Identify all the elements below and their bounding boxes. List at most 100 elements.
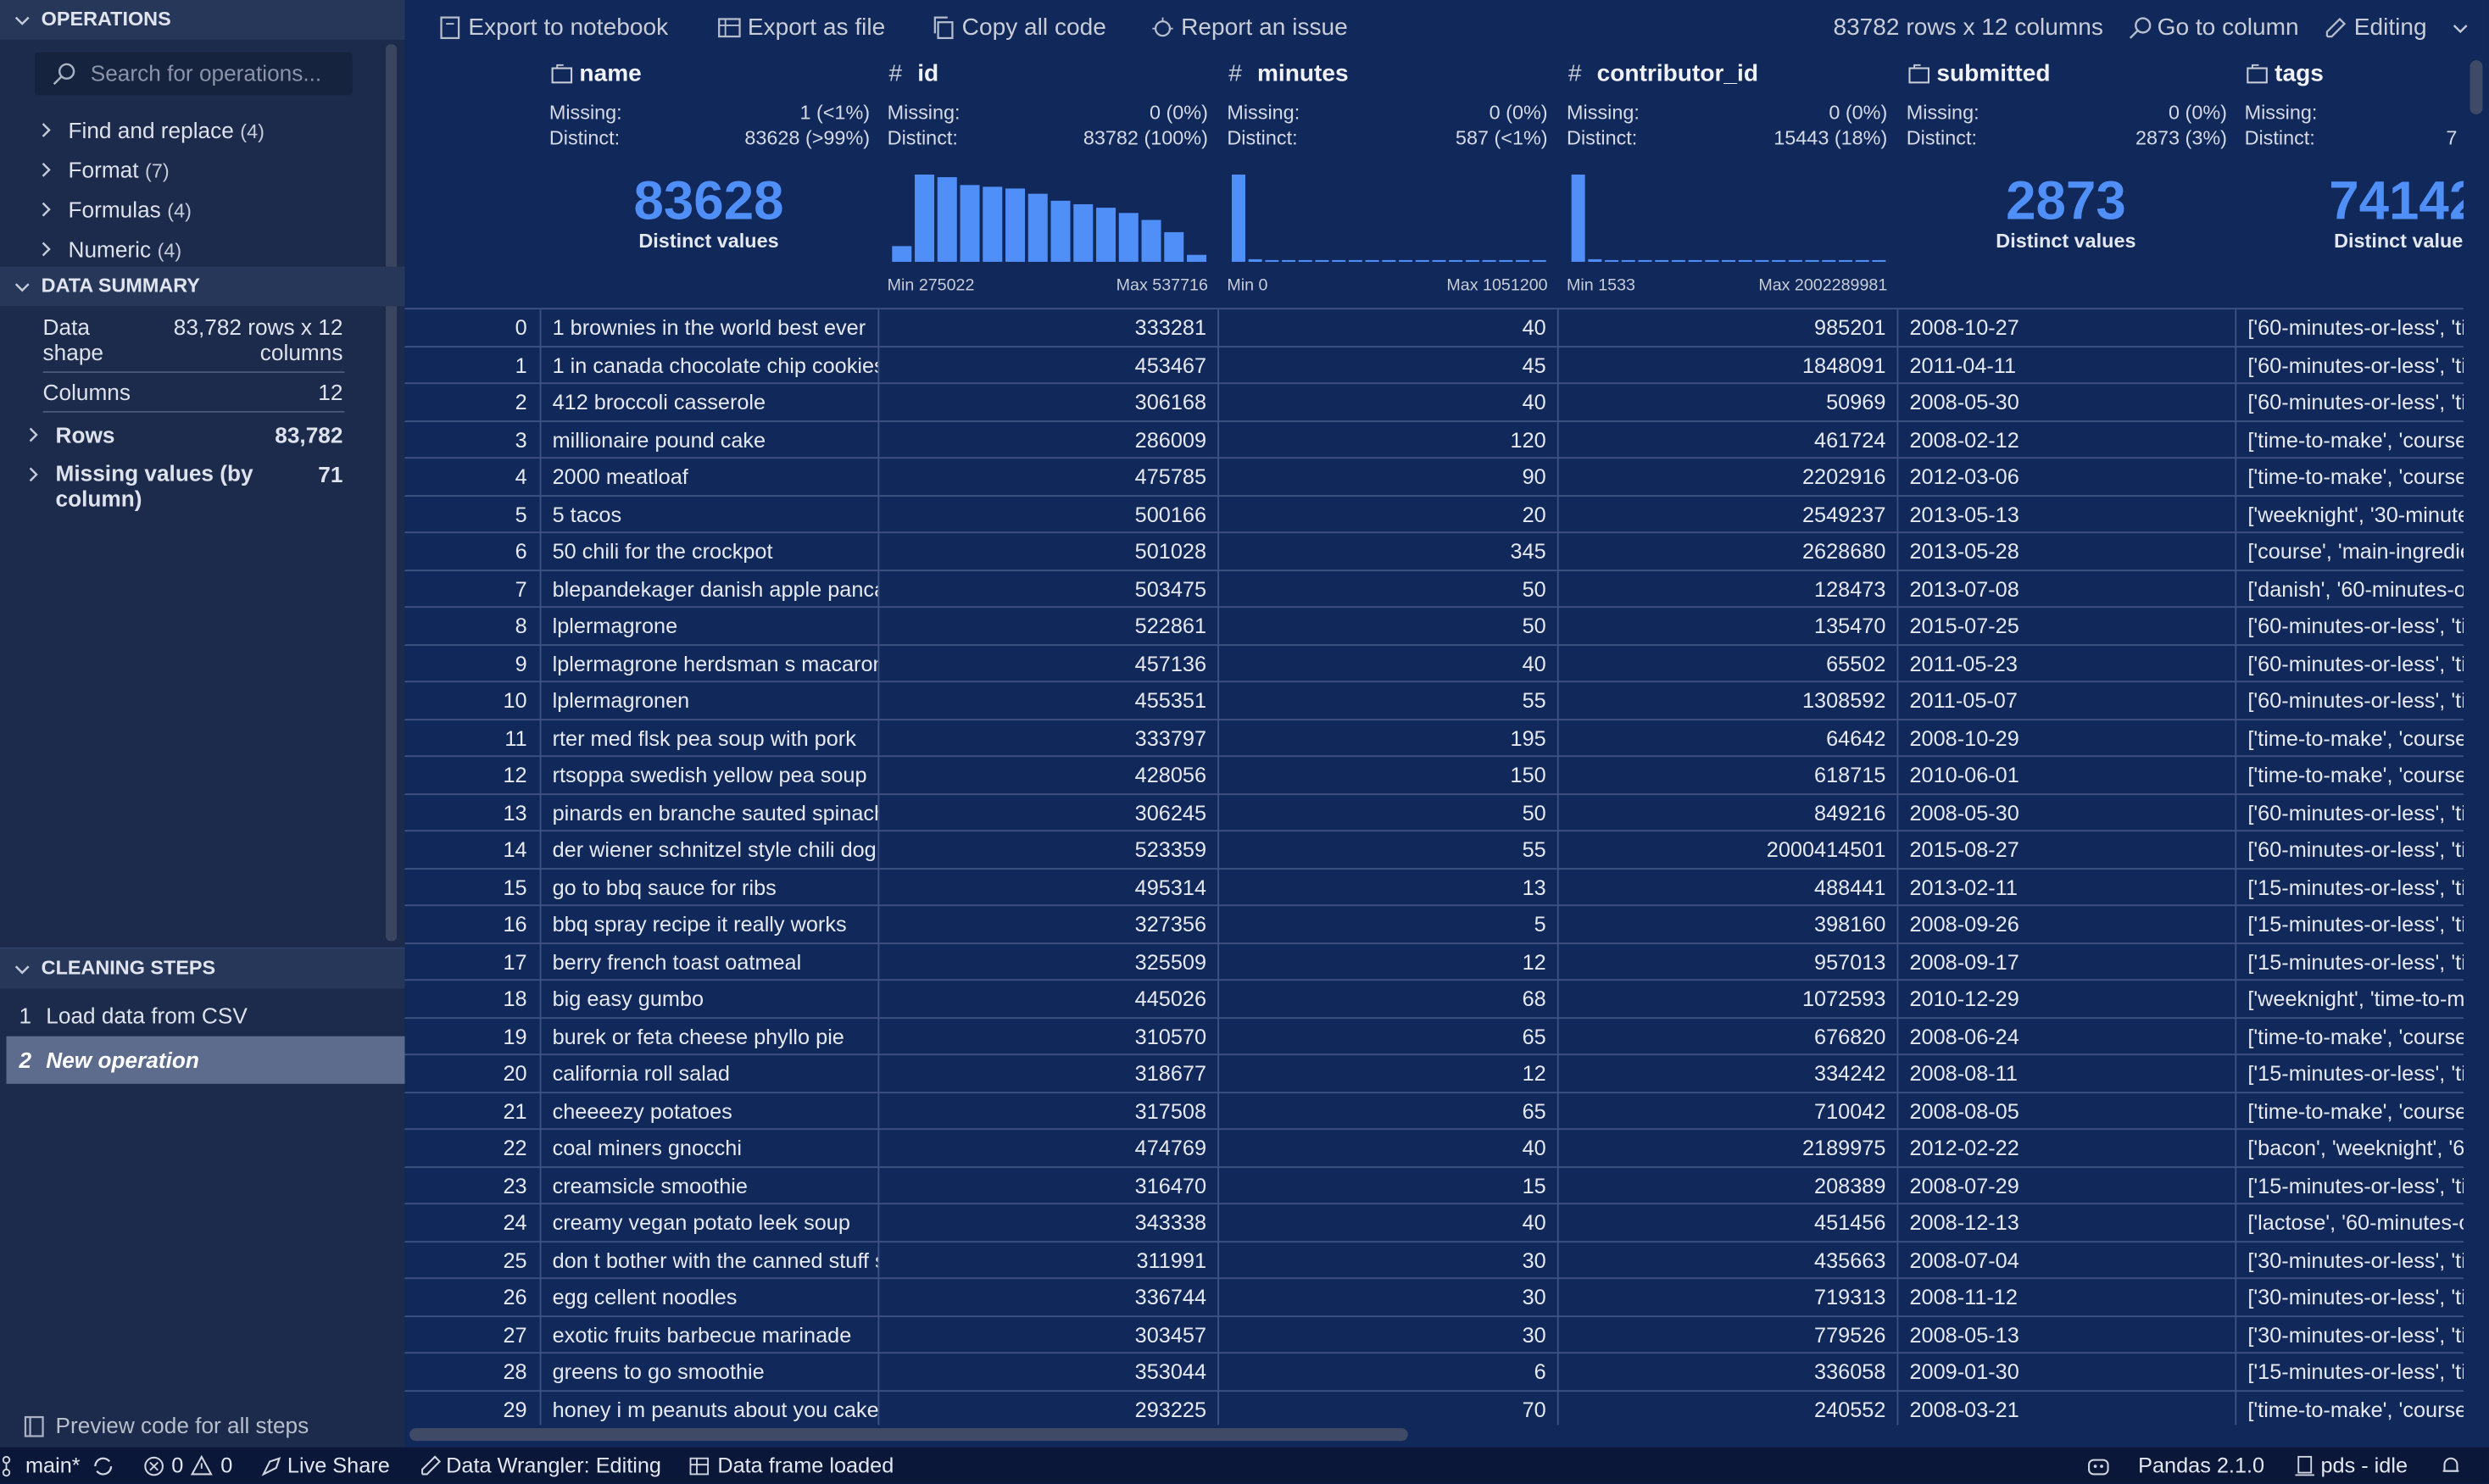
table-row[interactable]: 3 millionaire pound cake 286009 120 461724 20…	[404, 421, 2464, 459]
live-share-item[interactable]: Live Share	[257, 1448, 400, 1484]
table-row[interactable]: 7 blepandekager danish apple pancake 50347…	[404, 570, 2464, 609]
column-header[interactable]: # id Missing: 0 (0%) Distinct: 83782 (100%) Mi…	[877, 56, 1216, 310]
table-row[interactable]: 10 lplermagronen 455351 55 1308592 2011-05-07…	[404, 682, 2464, 720]
table-row[interactable]: 6 50 chili for the crockpot 501028 345 26286…	[404, 533, 2464, 571]
histogram-bar[interactable]	[1118, 213, 1139, 262]
table-row[interactable]: 12 rtsoppa swedish yellow pea soup 428056 1…	[404, 757, 2464, 795]
table-row[interactable]: 14 der wiener schnitzel style chili dog s…	[404, 831, 2464, 870]
table-row[interactable]: 22 coal miners gnocchi 474769 40 2189975 2012…	[404, 1130, 2464, 1168]
histogram-bar[interactable]	[1605, 259, 1619, 262]
histogram-bar[interactable]	[1027, 193, 1048, 262]
operation-item[interactable]: Find and replace (4)	[0, 111, 381, 151]
histogram-bar[interactable]	[1231, 174, 1245, 262]
table-row[interactable]: 28 greens to go smoothie 353044 6 336058 2009…	[404, 1353, 2464, 1392]
histogram-bar[interactable]	[1465, 259, 1479, 262]
table-row[interactable]: 19 burek or feta cheese phyllo pie 310570 6…	[404, 1018, 2464, 1056]
histogram-bar[interactable]	[1482, 259, 1496, 262]
histogram-bar[interactable]	[1187, 254, 1207, 262]
wrangler-item[interactable]: Data Wrangler: Editing	[416, 1448, 671, 1484]
toolbar-action[interactable]: Report an issue	[1150, 9, 1373, 47]
histogram-bar[interactable]	[892, 246, 912, 262]
histogram-bar[interactable]	[1532, 259, 1546, 262]
vertical-scrollbar[interactable]	[2470, 60, 2483, 114]
histogram-bar[interactable]	[915, 174, 935, 262]
histogram-bar[interactable]	[1516, 259, 1530, 262]
table-row[interactable]: 26 egg cellent noodles 336744 30 719313 2008-…	[404, 1279, 2464, 1317]
histogram-bar[interactable]	[1722, 259, 1736, 262]
table-row[interactable]: 4 2000 meatloaf 475785 90 2202916 2012-03-06 […	[404, 459, 2464, 497]
table-row[interactable]: 15 go to bbq sauce for ribs 495314 13 488441…	[404, 869, 2464, 907]
histogram-bar[interactable]	[1399, 259, 1413, 262]
table-row[interactable]: 20 california roll salad 318677 12 334242 200…	[404, 1055, 2464, 1093]
histogram-bar[interactable]	[1298, 259, 1312, 262]
histogram-bar[interactable]	[1588, 258, 1602, 262]
operation-item[interactable]: Format (7)	[0, 151, 381, 191]
cleaning-step[interactable]: 2 New operation	[6, 1036, 405, 1084]
histogram-bar[interactable]	[1415, 259, 1429, 262]
histogram-bar[interactable]	[983, 186, 1003, 262]
histogram-bar[interactable]	[1772, 259, 1786, 262]
table-row[interactable]: 11 rter med flsk pea soup with pork 333797…	[404, 720, 2464, 758]
table-row[interactable]: 0 1 brownies in the world best ever 333281…	[404, 309, 2464, 347]
section-header[interactable]: DATA SUMMARY	[0, 266, 405, 307]
histogram-bar[interactable]	[1332, 259, 1346, 262]
histogram-bar[interactable]	[1822, 259, 1836, 262]
histogram-bar[interactable]	[1449, 259, 1463, 262]
histogram-bar[interactable]	[1248, 258, 1262, 262]
table-row[interactable]: 1 1 in canada chocolate chip cookies 45346…	[404, 347, 2464, 385]
table-row[interactable]: 27 exotic fruits barbecue marinade 303457 3…	[404, 1316, 2464, 1354]
histogram-bar[interactable]	[1499, 259, 1513, 262]
table-row[interactable]: 2 412 broccoli casserole 306168 40 50969 2008…	[404, 384, 2464, 422]
toolbar-action[interactable]: Copy all code	[932, 9, 1138, 47]
histogram-bar[interactable]	[1655, 259, 1669, 262]
section-header[interactable]: CLEANING STEPS	[0, 948, 405, 989]
table-row[interactable]: 23 creamsicle smoothie 316470 15 208389 2008-…	[404, 1167, 2464, 1205]
histogram-bar[interactable]	[1073, 203, 1094, 262]
search-box[interactable]: Search for operations...	[35, 52, 353, 96]
table-row[interactable]: 8 lplermagrone 522861 50 135470 2015-07-25 ['6…	[404, 608, 2464, 646]
table-row[interactable]: 5 5 tacos 500166 20 2549237 2013-05-13 ['weekn…	[404, 496, 2464, 534]
histogram-bar[interactable]	[1788, 259, 1802, 262]
table-row[interactable]: 29 honey i m peanuts about you cake 293225…	[404, 1391, 2463, 1425]
column-header[interactable]: # contributor_id Missing: 0 (0%) Distinct: 15…	[1557, 56, 1896, 310]
column-header[interactable]: name Missing: 1 (<1%) Distinct: 83628 (>99%)…	[540, 56, 878, 310]
table-row[interactable]: 21 cheeeezy potatoes 317508 65 710042 2008-08…	[404, 1092, 2464, 1131]
histogram-bar[interactable]	[1621, 259, 1635, 262]
summary-expandable[interactable]: Rows 83,782	[0, 419, 381, 450]
histogram-bar[interactable]	[1872, 259, 1886, 262]
table-row[interactable]: 25 don t bother with the canned stuff sl 3…	[404, 1242, 2464, 1280]
histogram-bar[interactable]	[960, 185, 980, 262]
table-row[interactable]: 17 berry french toast oatmeal 325509 12 9570…	[404, 943, 2464, 981]
table-row[interactable]: 24 creamy vegan potato leek soup 343338 40 4…	[404, 1204, 2464, 1242]
operation-item[interactable]: Numeric (4)	[0, 230, 381, 270]
mode-dropdown[interactable]: Editing	[2320, 9, 2479, 47]
pandas-version[interactable]: Pandas 2.1.0	[2138, 1453, 2265, 1478]
histogram-bar[interactable]	[1688, 259, 1702, 262]
histogram-bar[interactable]	[1638, 259, 1652, 262]
histogram-bar[interactable]	[1705, 259, 1719, 262]
toolbar-action[interactable]: Export as file	[717, 9, 923, 47]
histogram-bar[interactable]	[1348, 259, 1362, 262]
frame-item[interactable]: Data frame loaded	[686, 1448, 908, 1484]
column-header[interactable]: tags Missing:Distinct: 7 74142Distinct valu…	[2235, 56, 2464, 310]
histogram-bar[interactable]	[1671, 259, 1685, 262]
histogram-bar[interactable]	[1315, 259, 1329, 262]
histogram-bar[interactable]	[1005, 188, 1026, 262]
horizontal-scrollbar[interactable]	[409, 1428, 1408, 1442]
toolbar-action[interactable]: Export to notebook	[438, 9, 677, 47]
histogram-bar[interactable]	[1050, 200, 1071, 262]
table-row[interactable]: 18 big easy gumbo 445026 68 1072593 2010-12-2…	[404, 981, 2464, 1019]
table-row[interactable]: 13 pinards en branche sauted spinach 30624…	[404, 794, 2464, 832]
histogram-bar[interactable]	[1141, 220, 1161, 262]
histogram-bar[interactable]	[1839, 259, 1852, 262]
section-header[interactable]: OPERATIONS	[0, 0, 405, 40]
histogram-bar[interactable]	[1096, 208, 1116, 262]
histogram-bar[interactable]	[1738, 259, 1752, 262]
histogram-bar[interactable]	[1382, 259, 1396, 262]
table-row[interactable]: 9 lplermagrone herdsman s macaroni 457136 4…	[404, 645, 2464, 683]
histogram-bar[interactable]	[1432, 259, 1446, 262]
preview-button[interactable]: Preview code for all steps	[0, 1408, 349, 1442]
go-to-column[interactable]: Go to column	[2124, 9, 2311, 47]
branch-item[interactable]: main*	[0, 1448, 89, 1484]
histogram-bar[interactable]	[1571, 174, 1585, 262]
